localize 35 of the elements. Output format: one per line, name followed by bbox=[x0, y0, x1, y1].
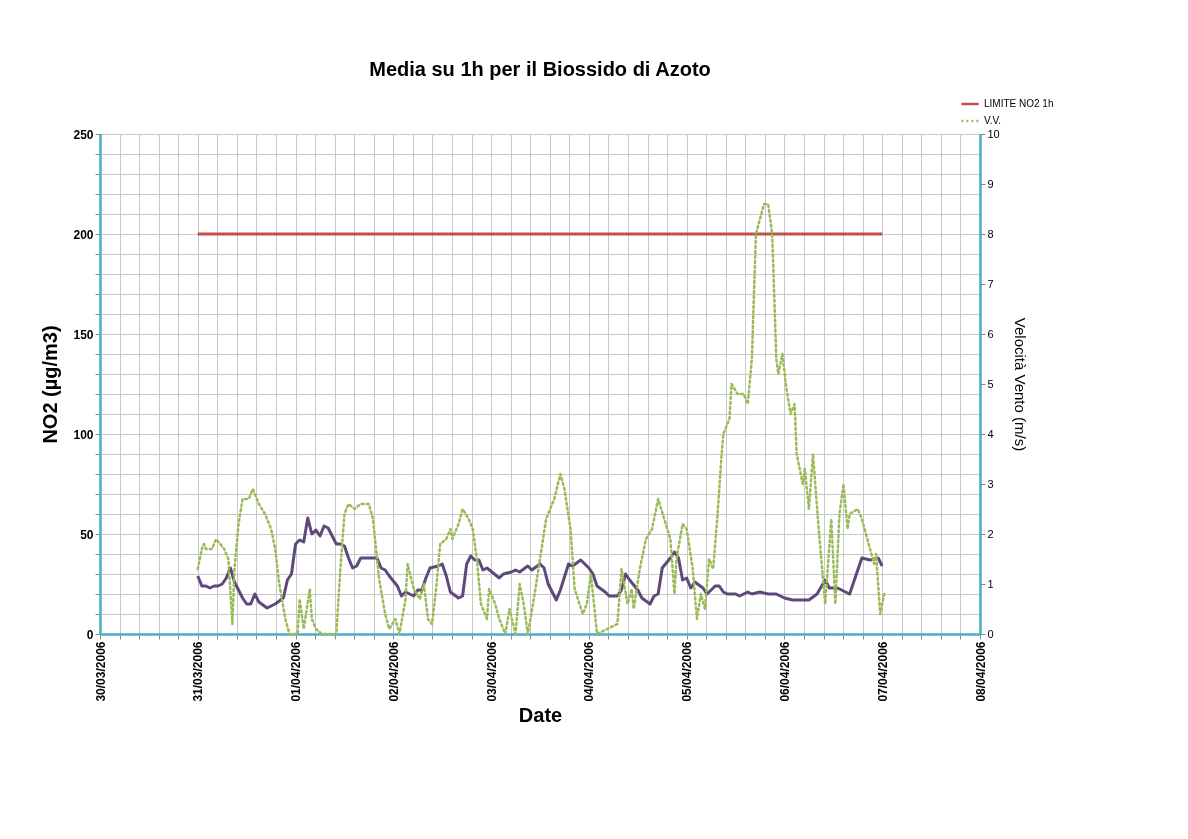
x-tick-label: 30/03/2006 bbox=[93, 641, 108, 702]
chart-title: Media su 1h per il Biossido di Azoto bbox=[369, 58, 711, 80]
y-tick-label: 250 bbox=[73, 127, 94, 142]
x-tick-label: 08/04/2006 bbox=[973, 641, 988, 702]
x-tick-label: 07/04/2006 bbox=[875, 641, 890, 702]
x-tick-label: 06/04/2006 bbox=[777, 641, 792, 702]
x-axis-title: Date bbox=[518, 703, 563, 726]
y2-tick-label: 5 bbox=[987, 377, 994, 390]
y2-axis-title: Velocità Vento (m/s) bbox=[1011, 317, 1029, 452]
y2-tick-label: 0 bbox=[987, 627, 994, 640]
y2-tick-label: 1 bbox=[987, 577, 994, 590]
y2-tick-label: 3 bbox=[987, 477, 994, 490]
legend-label: LIMITE NO2 1h bbox=[984, 98, 1054, 109]
y2-tick-label: 7 bbox=[987, 277, 994, 290]
y2-tick-label: 6 bbox=[987, 327, 994, 340]
y2-tick-label: 10 bbox=[987, 127, 1000, 140]
y-axis-title: NO2 (µg/m3) bbox=[39, 325, 62, 444]
line-series bbox=[196, 516, 884, 610]
x-tick-label: 31/03/2006 bbox=[191, 641, 206, 702]
x-tick-label: 04/04/2006 bbox=[582, 641, 597, 702]
x-tick-label: 02/04/2006 bbox=[386, 641, 401, 702]
y-tick-label: 50 bbox=[80, 527, 94, 542]
x-tick-label: 03/04/2006 bbox=[484, 641, 499, 702]
y-tick-label: 100 bbox=[73, 427, 94, 442]
y-tick-label: 150 bbox=[73, 327, 94, 342]
y2-tick-label: 8 bbox=[987, 227, 994, 240]
x-tick-label: 01/04/2006 bbox=[289, 641, 304, 702]
y-tick-label: 200 bbox=[73, 227, 94, 242]
y-tick-label: 0 bbox=[86, 627, 94, 642]
legend-label: V.V. bbox=[984, 115, 1002, 126]
line-series bbox=[196, 202, 886, 636]
y2-tick-label: 4 bbox=[987, 427, 994, 440]
y2-tick-label: 2 bbox=[987, 527, 994, 540]
x-tick-label: 05/04/2006 bbox=[680, 641, 695, 702]
y2-tick-label: 9 bbox=[987, 177, 994, 190]
